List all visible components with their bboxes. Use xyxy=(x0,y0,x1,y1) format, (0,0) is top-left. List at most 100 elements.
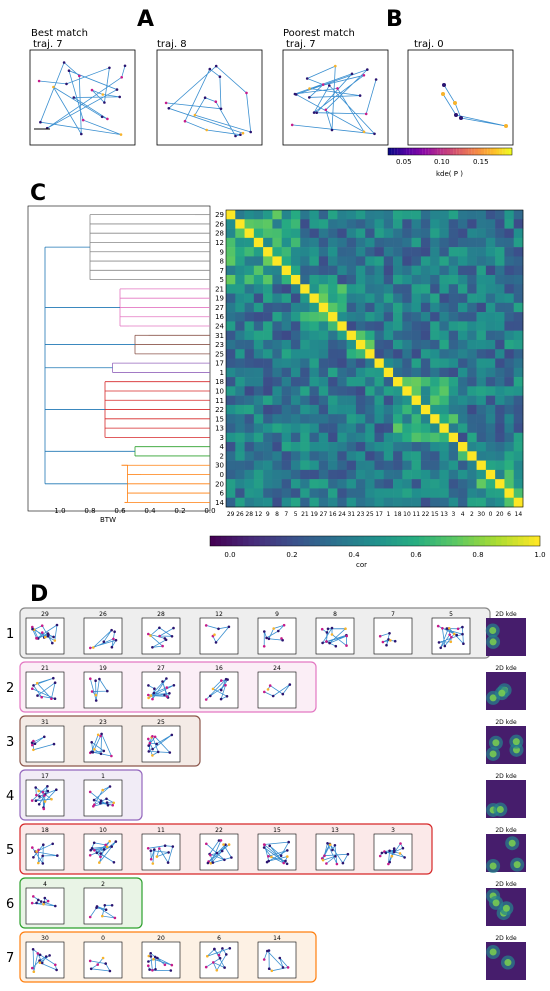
trajectory-point xyxy=(204,965,208,969)
heatmap-cell xyxy=(495,330,505,341)
trajectory-point xyxy=(46,789,50,793)
heatmap-colorbar-cell xyxy=(534,536,541,546)
heatmap-cell xyxy=(458,414,468,424)
heatmap-cell xyxy=(253,442,264,452)
trajectory-point xyxy=(325,862,328,865)
heatmap-cell xyxy=(411,302,422,313)
heatmap-cell xyxy=(328,442,338,452)
heatmap-cell xyxy=(383,339,394,350)
trajectory-point xyxy=(384,851,388,855)
trajectory-point xyxy=(147,964,150,967)
heatmap-colorbar-cell xyxy=(424,536,431,546)
heatmap-cell xyxy=(504,386,515,396)
heatmap-cell xyxy=(235,219,245,229)
heatmap-cell xyxy=(420,404,431,415)
heatmap-cell xyxy=(476,386,487,396)
heatmap-cell xyxy=(300,247,310,257)
heatmap-cell xyxy=(253,302,264,313)
heatmap-cell xyxy=(346,404,357,415)
heatmap-col-label: 5 xyxy=(294,511,298,518)
heatmap-cell xyxy=(244,284,255,294)
heatmap-cell xyxy=(383,377,394,387)
heatmap-cell xyxy=(365,228,375,239)
trajectory-point xyxy=(334,64,337,68)
heatmap-cell xyxy=(458,247,468,257)
heatmap-cell xyxy=(337,265,347,276)
kde-colorbar-cell xyxy=(437,148,441,155)
heatmap-cell xyxy=(485,469,496,480)
heatmap-cell xyxy=(495,339,505,350)
heatmap-cell xyxy=(420,460,431,471)
heatmap-cell xyxy=(448,293,459,304)
heatmap-cell xyxy=(402,367,412,378)
heatmap-cell xyxy=(328,339,338,350)
heatmap-cell xyxy=(393,469,403,480)
heatmap-cell xyxy=(467,293,477,304)
heatmap-cell xyxy=(411,312,422,322)
trajectory-point xyxy=(345,634,349,638)
heatmap-cell xyxy=(448,358,459,369)
heatmap-cell xyxy=(290,442,301,452)
trajectory-point xyxy=(35,636,38,640)
trajectory-point xyxy=(106,117,109,121)
heatmap-cell xyxy=(467,479,477,489)
heatmap-cell xyxy=(253,265,264,276)
trajectory-point xyxy=(37,898,40,902)
trajectory-point xyxy=(110,845,113,848)
heatmap-cell xyxy=(402,386,412,396)
trajectory-point xyxy=(102,640,106,643)
heatmap-row-label: 30 xyxy=(215,462,224,470)
heatmap-cell xyxy=(458,497,468,508)
heatmap-col-label: 17 xyxy=(375,511,383,518)
heatmap-colorbar-tick: 0.4 xyxy=(348,551,360,559)
heatmap-cell xyxy=(504,321,515,331)
trajectory-point xyxy=(89,848,92,852)
heatmap-cell xyxy=(420,349,431,359)
heatmap-cell xyxy=(318,377,329,387)
heatmap-cell xyxy=(290,404,301,415)
trajectory-point xyxy=(44,635,47,639)
heatmap-cell xyxy=(365,386,375,396)
heatmap-cell xyxy=(346,293,357,304)
heatmap-cell xyxy=(263,386,273,396)
heatmap-cell xyxy=(281,330,292,341)
trajectory-thumbnail xyxy=(378,632,397,647)
heatmap-cell xyxy=(485,237,496,248)
heatmap-cell xyxy=(495,377,505,387)
heatmap-cell xyxy=(448,339,459,350)
heatmap-cell xyxy=(253,469,264,480)
heatmap-cell xyxy=(439,414,450,424)
panel-b-point xyxy=(441,92,445,96)
kde-blob xyxy=(489,638,497,646)
heatmap-cell xyxy=(235,451,245,461)
kde-blob xyxy=(489,694,497,702)
trajectory-point xyxy=(43,794,46,797)
trajectory-point xyxy=(99,752,103,756)
trajectory-point xyxy=(96,733,100,737)
heatmap-cell xyxy=(430,274,440,285)
heatmap-cell xyxy=(393,293,403,304)
heatmap-col-label: 20 xyxy=(496,511,504,518)
trajectory-point xyxy=(456,627,460,631)
heatmap-cell xyxy=(504,460,515,471)
trajectory-point xyxy=(165,677,168,680)
heatmap-cell xyxy=(411,210,422,220)
heatmap-cell xyxy=(226,479,236,489)
trajectory-point xyxy=(393,848,396,852)
heatmap-cell xyxy=(411,488,422,499)
heatmap-colorbar-cell xyxy=(452,536,458,546)
heatmap-cell xyxy=(318,423,329,434)
heatmap-cell xyxy=(355,367,366,378)
heatmap-col-label: 0 xyxy=(489,511,493,518)
heatmap-cell xyxy=(300,395,310,406)
heatmap-cell xyxy=(235,237,245,248)
heatmap-cell xyxy=(365,432,375,443)
heatmap-cell xyxy=(476,247,487,257)
heatmap-cell xyxy=(300,284,310,294)
heatmap-cell xyxy=(504,219,515,229)
heatmap-colorbar-cell xyxy=(353,536,359,546)
trajectory-point xyxy=(119,133,123,136)
heatmap-cell xyxy=(281,293,292,304)
heatmap-cell xyxy=(467,339,477,350)
trajectory-point xyxy=(441,627,444,630)
